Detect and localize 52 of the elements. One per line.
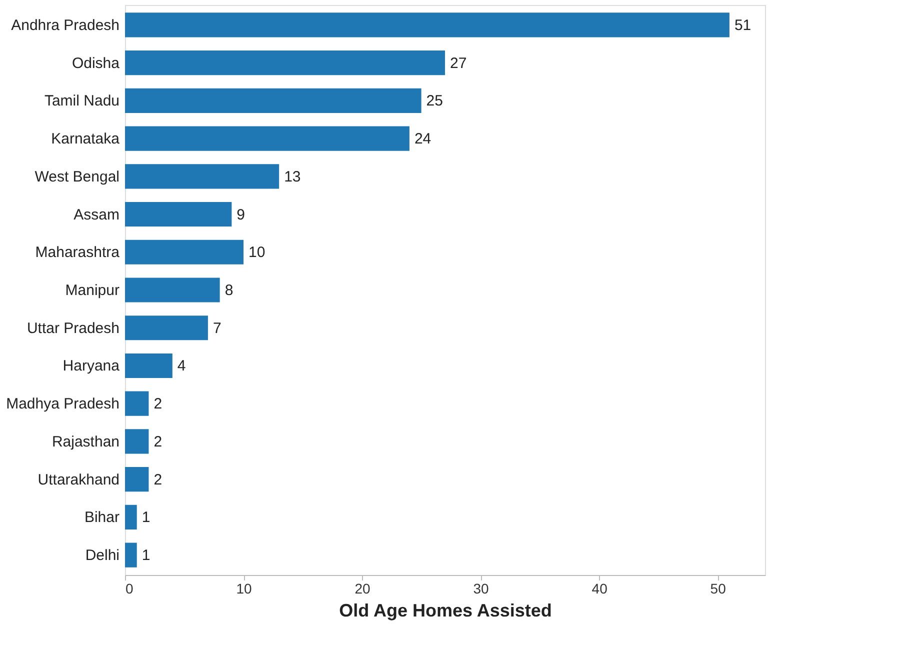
data-label: 13: [284, 168, 301, 186]
y-tick-label: Rajasthan: [52, 433, 120, 450]
bar: [125, 316, 208, 340]
y-tick-label: Karnataka: [51, 130, 120, 148]
data-label: 27: [450, 54, 467, 72]
data-label: 9: [236, 206, 246, 224]
y-tick-label: Uttar Pradesh: [26, 320, 120, 337]
y-tick-label: West Bengal: [34, 168, 120, 186]
y-tick-label: Haryana: [62, 358, 120, 375]
data-label: 24: [414, 130, 432, 148]
y-tick-label: Delhi: [85, 547, 120, 564]
x-tick-label: 40: [592, 580, 608, 596]
bar: [125, 12, 730, 38]
data-label: 8: [224, 282, 234, 299]
bar: [125, 278, 220, 302]
data-label: 2: [154, 396, 162, 413]
x-tick-label: 30: [473, 580, 490, 596]
x-tick-label: 50: [710, 580, 726, 596]
data-label: 2: [154, 433, 162, 450]
data-label: 4: [177, 358, 186, 375]
data-label: 2: [154, 471, 162, 488]
bar: [125, 542, 137, 568]
x-tick-label: 10: [236, 580, 252, 596]
y-tick-label: Uttarakhand: [38, 471, 120, 488]
data-label: 25: [426, 92, 443, 110]
bar: [125, 164, 280, 189]
data-label: 1: [142, 547, 150, 564]
bar: [125, 467, 149, 492]
x-axis-title: Old Age Homes Assisted: [339, 600, 552, 620]
y-tick-label: Manipur: [65, 282, 120, 299]
data-label: 7: [212, 320, 222, 337]
bar: [125, 202, 232, 227]
bar: [125, 88, 422, 113]
data-label: 10: [248, 244, 266, 262]
y-tick-label: Odisha: [72, 54, 120, 72]
data-label: 1: [142, 509, 150, 526]
y-tick-label: Assam: [74, 206, 120, 224]
x-tick-label: 0: [126, 580, 134, 596]
y-tick-label: Bihar: [84, 509, 120, 526]
bar: [125, 240, 244, 264]
x-tick-label: 20: [354, 580, 371, 596]
bar: [125, 391, 149, 416]
y-tick-label: Maharashtra: [35, 244, 120, 262]
bar: [125, 504, 137, 530]
y-tick-label: Tamil Nadu: [44, 92, 120, 110]
bar: [125, 126, 410, 151]
y-tick-label: Andhra Pradesh: [11, 16, 120, 34]
bar: [125, 353, 172, 378]
y-tick-label: Madhya Pradesh: [6, 396, 120, 413]
bar: [125, 50, 445, 76]
bar: [125, 429, 149, 454]
data-label: 51: [734, 16, 752, 34]
